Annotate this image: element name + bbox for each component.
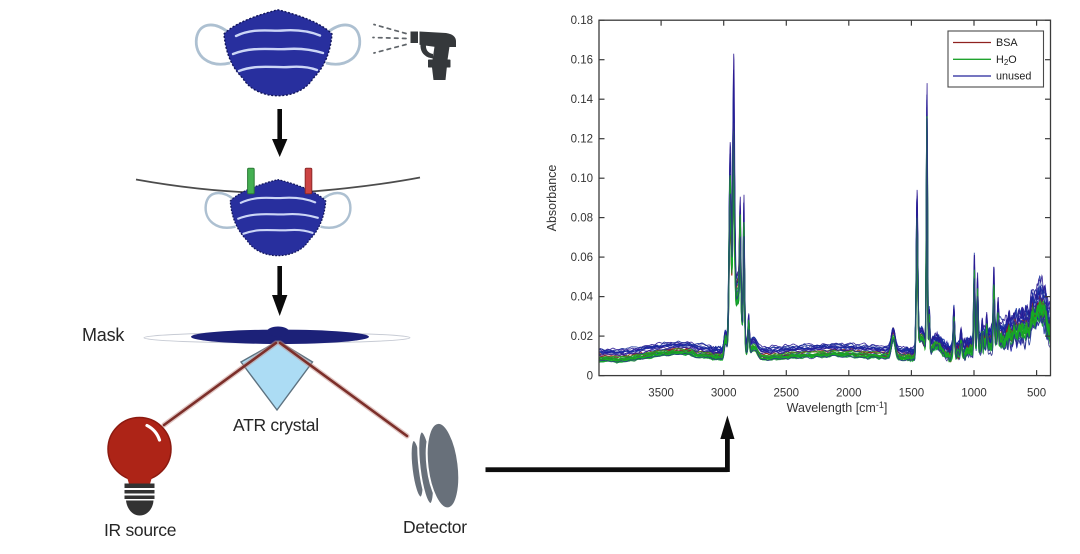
svg-text:ATR crystal: ATR crystal (233, 415, 319, 435)
svg-text:0.06: 0.06 (571, 252, 593, 264)
svg-text:BSA: BSA (996, 37, 1018, 49)
svg-text:Wavelength [cm-1]: Wavelength [cm-1] (787, 400, 888, 415)
svg-text:0.14: 0.14 (571, 94, 594, 106)
svg-text:3500: 3500 (648, 388, 674, 400)
svg-text:3000: 3000 (711, 388, 737, 400)
svg-text:0.16: 0.16 (571, 55, 593, 67)
svg-text:1500: 1500 (899, 388, 925, 400)
svg-text:H2O: H2O (996, 54, 1017, 67)
svg-text:500: 500 (1027, 388, 1046, 400)
svg-text:0.18: 0.18 (571, 15, 593, 27)
svg-text:Absorbance: Absorbance (545, 165, 559, 232)
svg-text:0: 0 (587, 371, 593, 383)
svg-text:IR source: IR source (104, 520, 176, 540)
svg-text:0.10: 0.10 (571, 173, 593, 185)
svg-text:1000: 1000 (961, 388, 987, 400)
svg-text:0.08: 0.08 (571, 213, 593, 225)
svg-text:2500: 2500 (774, 388, 800, 400)
svg-text:0.04: 0.04 (571, 292, 594, 304)
svg-text:0.02: 0.02 (571, 331, 593, 343)
svg-text:2000: 2000 (836, 388, 862, 400)
svg-text:Detector: Detector (403, 517, 467, 537)
svg-text:Mask: Mask (82, 325, 125, 345)
svg-text:unused: unused (996, 71, 1031, 83)
svg-text:0.12: 0.12 (571, 134, 593, 146)
